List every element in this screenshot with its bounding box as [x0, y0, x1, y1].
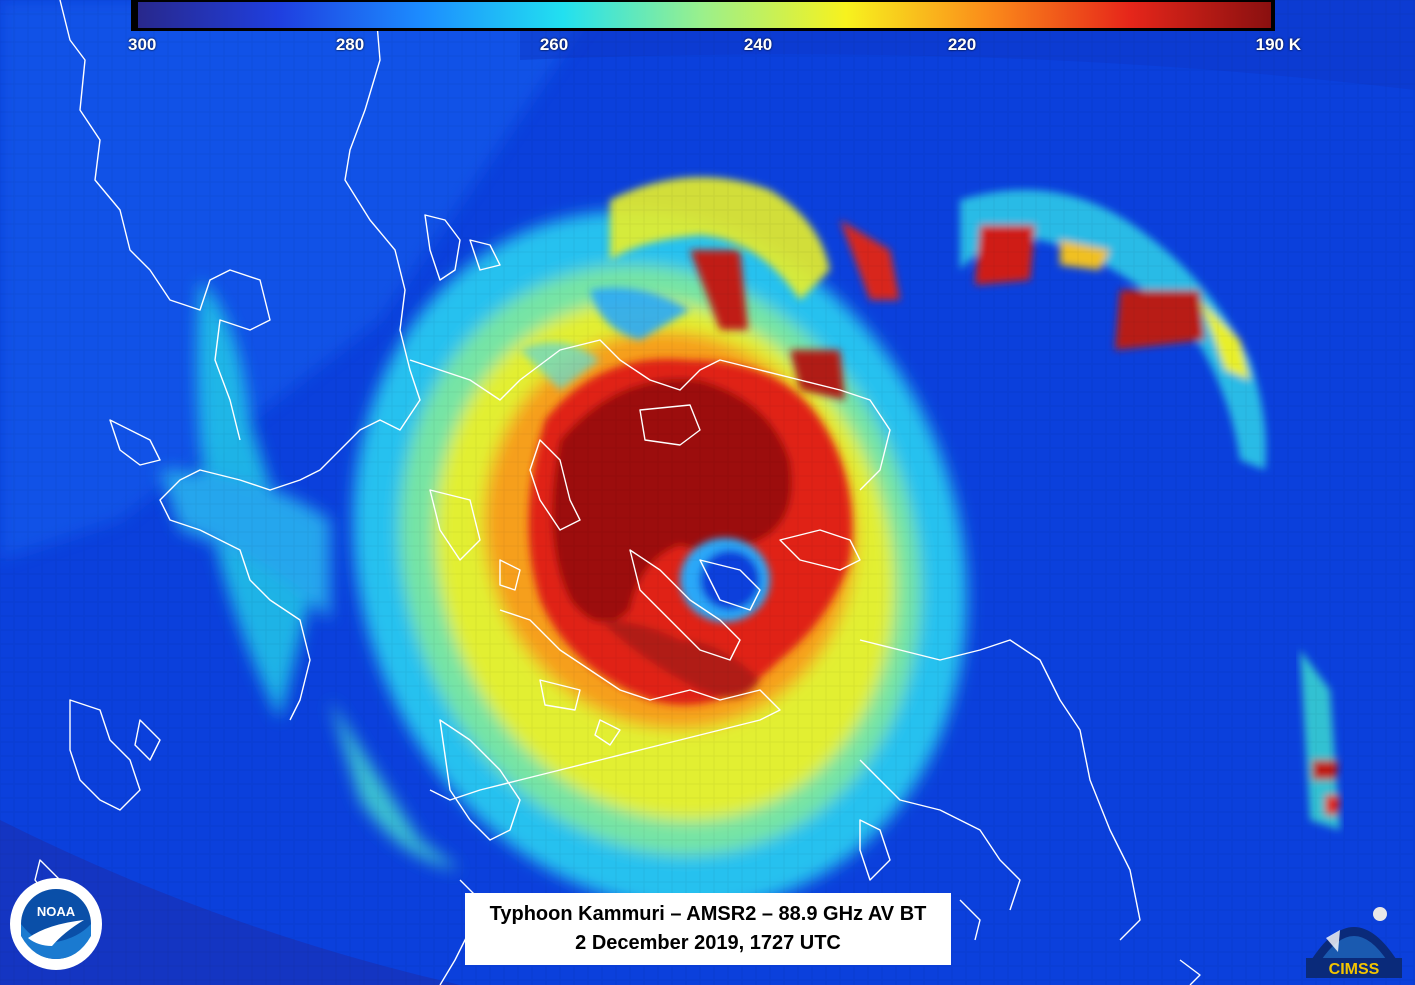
noaa-logo: NOAA	[10, 878, 102, 970]
cimss-logo: CIMSS	[1306, 907, 1402, 978]
colorbar-tick-label: 300	[128, 35, 157, 54]
cimss-logo-text: CIMSS	[1329, 961, 1380, 978]
noaa-logo-text: NOAA	[37, 904, 76, 919]
colorbar-tick-label: 280	[335, 35, 365, 54]
caption-title: Typhoon Kammuri – AMSR2 – 88.9 GHz AV BT	[489, 903, 927, 925]
colorbar-tick-label: 260	[539, 35, 569, 54]
colorbar-gradient	[138, 2, 1271, 28]
colorbar-tick-label: 240	[743, 35, 773, 54]
caption-date: 2 December 2019, 1727 UTC	[575, 932, 841, 954]
coastline-outline	[34, 0, 1201, 985]
colorbar	[131, 0, 1275, 31]
colorbar-tick-label: 220	[947, 35, 977, 54]
colorbar-tick-label: 190 K	[1255, 35, 1301, 54]
caption-box: Typhoon Kammuri – AMSR2 – 88.9 GHz AV BT…	[465, 893, 951, 965]
